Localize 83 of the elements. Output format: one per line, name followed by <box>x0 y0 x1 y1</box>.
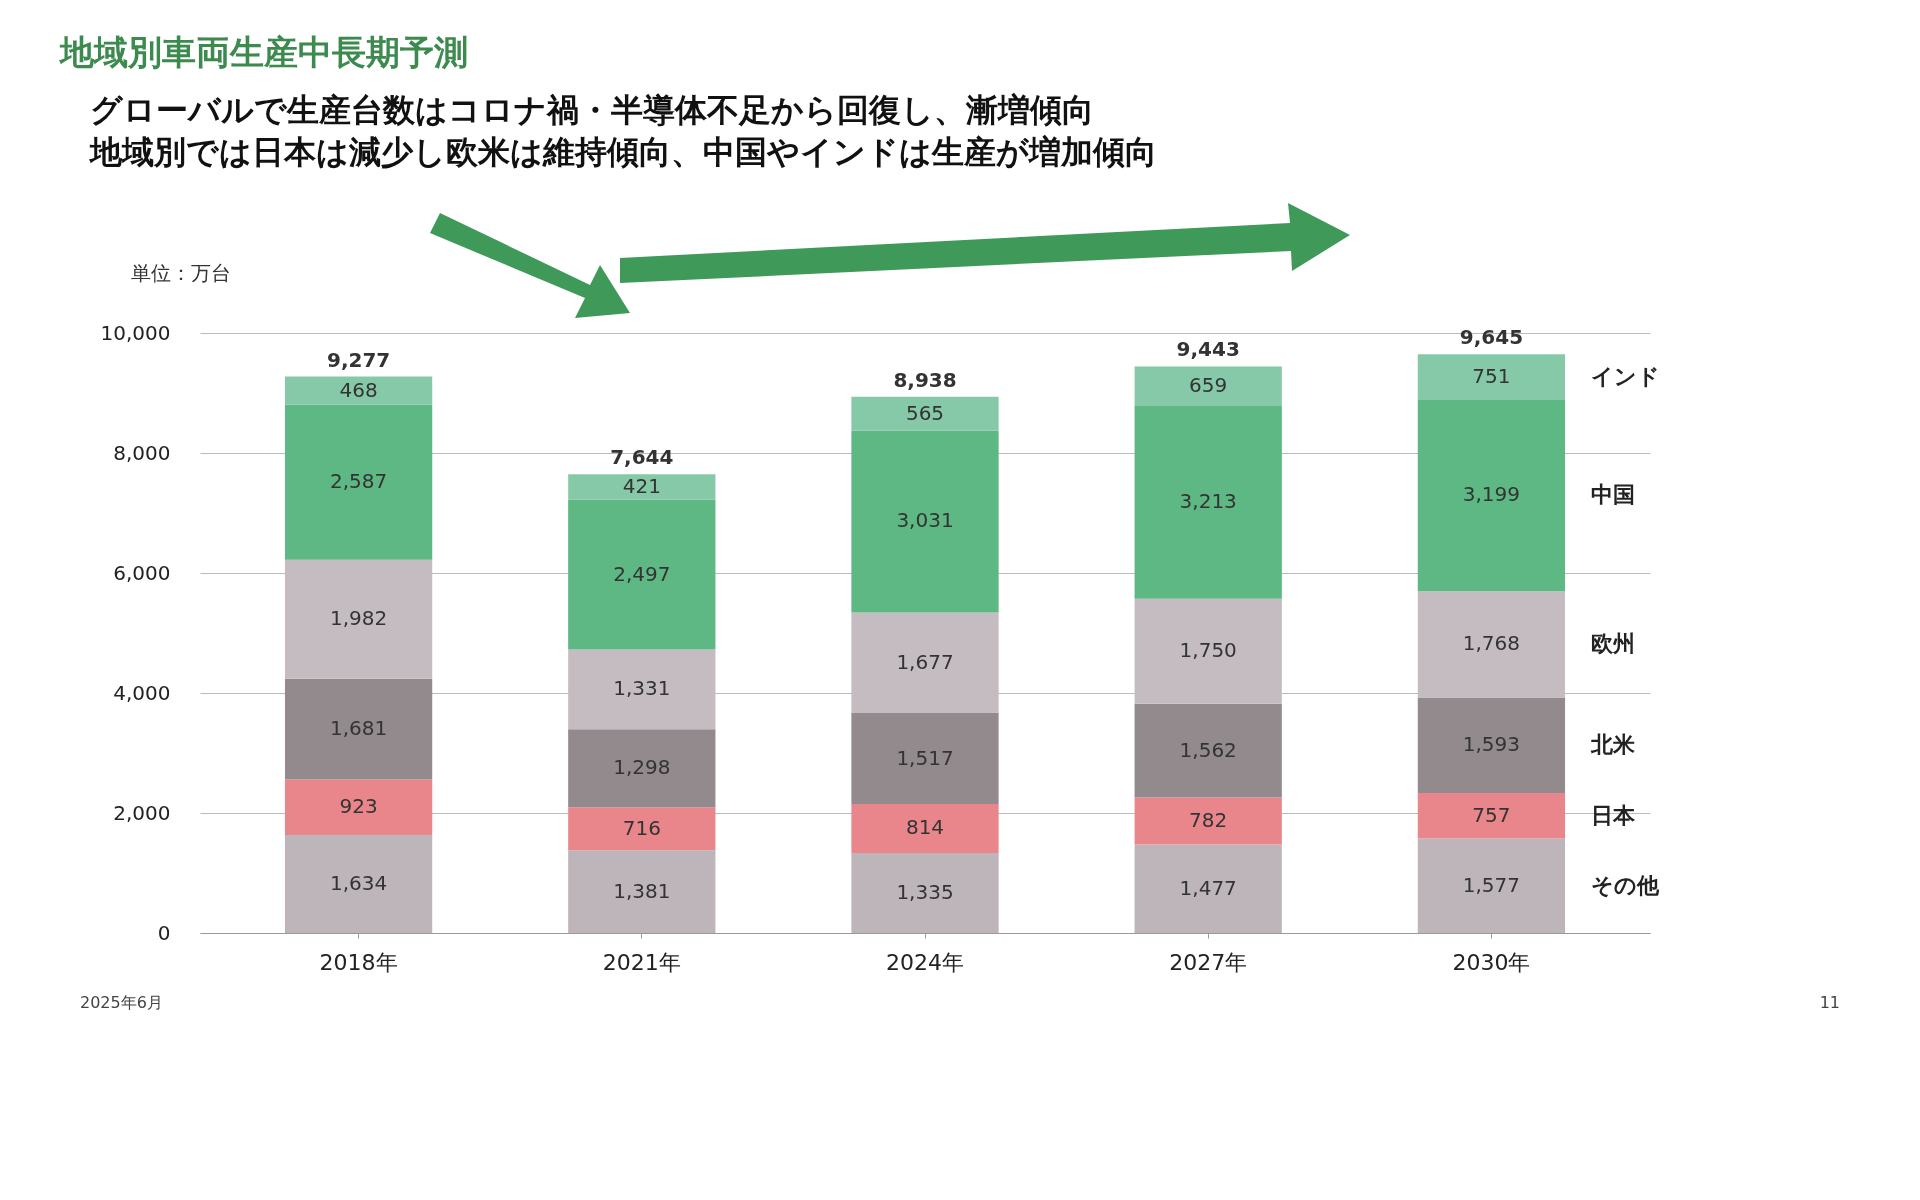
data-label: 1,768 <box>1462 631 1521 656</box>
total-label: 9,645 <box>1459 325 1524 350</box>
data-label: 1,381 <box>613 878 671 903</box>
series-label: インド <box>1591 364 1661 390</box>
y-tick-label: 6,000 <box>113 560 171 585</box>
bar <box>284 779 433 836</box>
bar <box>568 499 716 650</box>
bar <box>851 713 999 805</box>
chart-title: 地域別車両生産中長期予測 <box>60 31 469 74</box>
bar <box>1417 793 1566 839</box>
x-tick-label: 2021年 <box>602 949 681 975</box>
data-label: 1,331 <box>613 676 671 701</box>
data-label: 1,577 <box>1462 872 1521 897</box>
y-tick-label: 8,000 <box>113 440 171 465</box>
series-label: 欧州 <box>1591 631 1636 657</box>
bar <box>851 804 999 854</box>
series-label: 北米 <box>1590 732 1637 758</box>
bar <box>1134 703 1282 798</box>
data-label: 3,213 <box>1179 489 1237 514</box>
data-label: 716 <box>622 815 661 840</box>
data-label: 1,298 <box>613 755 671 780</box>
data-label: 1,562 <box>1179 737 1237 762</box>
series-label: その他 <box>1591 872 1661 898</box>
data-label: 2,497 <box>613 561 671 586</box>
data-label: 751 <box>1472 364 1511 389</box>
chart-subtitle: グローバルで生産台数はコロナ禍・半導体不足から回復し、漸増傾向 <box>90 90 1095 131</box>
y-axis-title: 単位：万台 <box>130 260 231 285</box>
bar <box>284 835 433 934</box>
bar <box>1134 406 1282 599</box>
bar <box>284 678 433 780</box>
bar <box>568 807 716 851</box>
bar <box>284 376 433 405</box>
bar <box>1134 366 1282 407</box>
total-label: 8,938 <box>893 367 957 392</box>
data-label: 1,681 <box>329 716 388 741</box>
series-label: 日本 <box>1591 802 1637 828</box>
bar <box>568 850 716 934</box>
bar <box>568 729 716 808</box>
bar <box>1417 354 1566 400</box>
data-label: 2,587 <box>329 469 388 494</box>
bar <box>1417 697 1566 794</box>
data-label: 3,031 <box>896 508 954 533</box>
y-tick-label: 4,000 <box>113 680 171 705</box>
x-tick-label: 2030年 <box>1452 949 1531 975</box>
data-label: 1,677 <box>896 649 954 674</box>
bar <box>284 404 433 560</box>
bar <box>1417 838 1566 934</box>
text: 11 <box>1819 993 1840 1015</box>
bar <box>1417 399 1566 592</box>
total-label: 9,443 <box>1176 337 1240 362</box>
data-label: 468 <box>339 377 378 402</box>
data-label: 1,634 <box>329 871 388 896</box>
x-tick-label: 2024年 <box>886 949 964 975</box>
bar <box>851 396 999 431</box>
bar <box>851 430 999 613</box>
bar <box>1134 797 1282 845</box>
data-label: 1,335 <box>896 880 954 905</box>
total-label: 7,644 <box>610 445 674 470</box>
data-label: 1,593 <box>1462 732 1521 757</box>
data-label: 923 <box>339 794 378 819</box>
y-tick-label: 10,000 <box>100 320 171 345</box>
x-tick-label: 2027年 <box>1169 949 1248 975</box>
text: 地域別では日本は減少し欧米は維持傾向、中国やインドは生産が増加傾向 <box>90 131 1158 173</box>
data-label: 814 <box>905 815 945 840</box>
data-label: 565 <box>905 400 945 425</box>
data-label: 3,199 <box>1462 482 1521 507</box>
total-label: 9,277 <box>326 347 391 372</box>
data-label: 1,477 <box>1179 875 1237 900</box>
data-label: 1,982 <box>329 606 388 631</box>
data-label: 1,517 <box>896 745 954 770</box>
bar <box>851 853 999 934</box>
y-tick-label: 0 <box>157 920 171 945</box>
data-label: 782 <box>1189 808 1228 833</box>
bar <box>568 474 716 500</box>
text: 2025年6月 <box>80 993 163 1015</box>
data-label: 659 <box>1189 373 1228 398</box>
x-tick-label: 2018年 <box>319 949 398 975</box>
y-tick-label: 2,000 <box>113 800 171 825</box>
data-label: 757 <box>1472 802 1511 827</box>
series-label: 中国 <box>1591 482 1636 508</box>
bar <box>1134 844 1282 934</box>
data-label: 421 <box>622 474 661 499</box>
data-label: 1,750 <box>1179 638 1237 663</box>
